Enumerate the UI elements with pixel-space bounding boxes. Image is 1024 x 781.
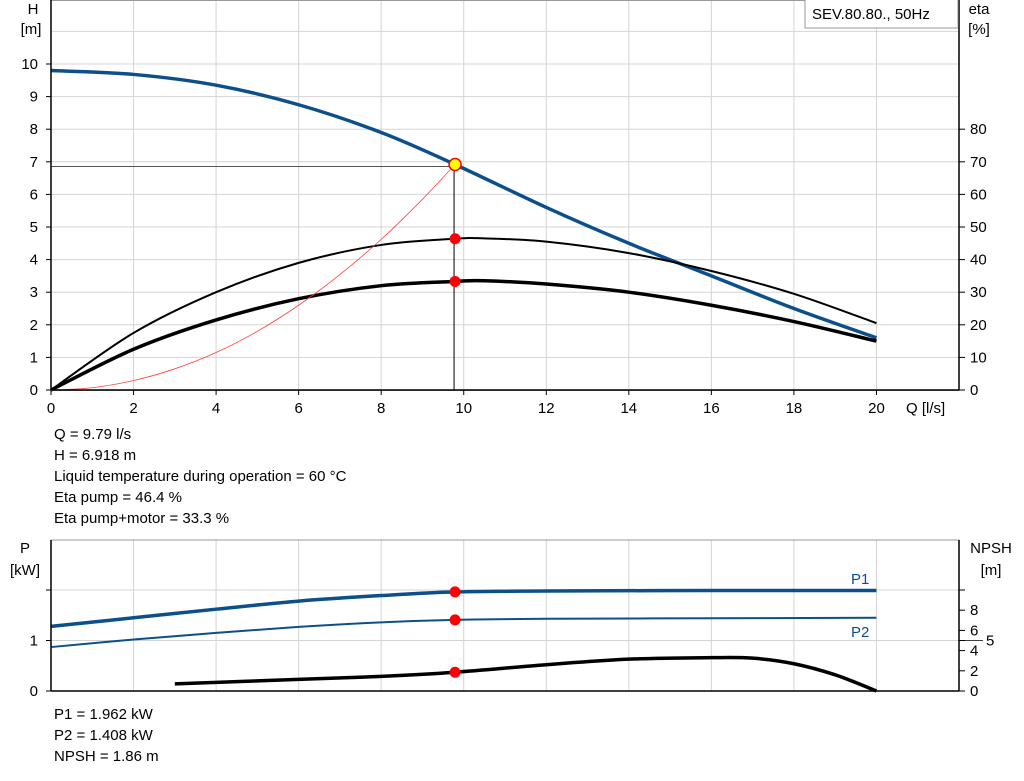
p-axis-unit: [kW] <box>10 562 40 579</box>
info-p1: P1 = 1.962 kW <box>54 706 153 723</box>
h-tick-label: 6 <box>30 186 38 203</box>
x-tick-label: 20 <box>868 400 885 417</box>
h-tick-label: 5 <box>30 219 38 236</box>
h-tick-label: 10 <box>21 56 38 73</box>
eta-tick-label: 50 <box>970 219 987 236</box>
h-tick-label: 1 <box>30 349 38 366</box>
h-tick-label: 3 <box>30 284 38 301</box>
duty-point-marker <box>448 157 462 172</box>
legend-box: SEV.80.80., 50Hz <box>804 0 959 29</box>
info-head: H = 6.918 m <box>54 447 137 464</box>
x-tick-label: 0 <box>47 400 55 417</box>
npsh-tick-label: 2 <box>970 663 978 680</box>
info-liquid-temperature: Liquid temperature during operation = 60… <box>54 468 347 485</box>
p2-series-label: P2 <box>851 624 869 641</box>
info-eta-pump-motor: Eta pump+motor = 33.3 % <box>54 510 230 527</box>
top-frame <box>50 0 960 391</box>
npsh-tick-label: 0 <box>970 683 978 700</box>
eta-pump-marker <box>449 233 461 245</box>
npsh-tick-label: 4 <box>970 643 978 660</box>
h-tick-label: 2 <box>30 317 38 334</box>
info-top: Q = 9.79 l/s H = 6.918 m Liquid temperat… <box>54 424 346 529</box>
x-tick-label: 18 <box>786 400 803 417</box>
axes <box>46 0 983 692</box>
eta-tick-label: 10 <box>970 349 987 366</box>
duty-point-markers <box>448 157 462 678</box>
info-npsh: NPSH = 1.86 m <box>54 748 159 765</box>
x-tick-label: 6 <box>294 400 302 417</box>
x-tick-label: 4 <box>212 400 220 417</box>
eta-pump-motor-curve <box>50 278 877 392</box>
eta-tick-label: 0 <box>970 382 978 399</box>
p-tick-label: 1 <box>30 633 38 650</box>
eta-tick-label: 80 <box>970 121 987 138</box>
eta-tick-label: 20 <box>970 317 987 334</box>
system-curve-curve <box>50 164 456 391</box>
h-tick-label: 7 <box>30 154 38 171</box>
x-tick-label: 8 <box>377 400 385 417</box>
eta-tick-label: 30 <box>970 284 987 301</box>
h-tick-label: 9 <box>30 89 38 106</box>
npsh-tick-label: 8 <box>970 602 978 619</box>
info-flow: Q = 9.79 l/s <box>54 426 132 443</box>
eta-tick-label: 70 <box>970 154 987 171</box>
npsh-curve <box>174 655 878 693</box>
h-tick-label: 4 <box>30 252 38 269</box>
eta-tick-label: 40 <box>970 252 987 269</box>
p1-curve <box>50 588 877 629</box>
p-tick-label: 0 <box>30 683 38 700</box>
eta-axis-unit: [%] <box>968 21 990 38</box>
x-tick-label: 14 <box>620 400 637 417</box>
info-bottom: P1 = 1.962 kW P2 = 1.408 kW NPSH = 1.86 … <box>54 704 159 767</box>
info-p2: P2 = 1.408 kW <box>54 727 153 744</box>
eta-tick-label: 60 <box>970 186 987 203</box>
p2-marker <box>449 614 461 626</box>
p2-curve <box>50 616 877 649</box>
h-axis-label: H <box>28 1 39 18</box>
npsh-marker <box>449 666 461 678</box>
info-eta-pump: Eta pump = 46.4 % <box>54 489 182 506</box>
eta-pump-curve <box>50 236 877 391</box>
q-axis-label: Q [l/s] <box>906 400 945 417</box>
h-axis-unit: [m] <box>21 21 42 38</box>
h-tick-label: 0 <box>30 382 38 399</box>
p1-series-label: P1 <box>851 571 869 588</box>
eta-axis-label: eta <box>969 1 991 18</box>
x-tick-label: 10 <box>455 400 472 417</box>
eta-pump-motor-marker <box>449 275 461 287</box>
p-axis-label: P <box>20 540 30 557</box>
x-tick-label: 2 <box>129 400 137 417</box>
npsh-tick-label: 5 <box>986 633 994 650</box>
npsh-tick-label: 6 <box>970 622 978 639</box>
top-grid <box>51 0 959 390</box>
npsh-axis-unit: [m] <box>981 562 1002 579</box>
x-tick-label: 12 <box>538 400 555 417</box>
x-tick-label: 16 <box>703 400 720 417</box>
h-tick-label: 8 <box>30 121 38 138</box>
p1-marker <box>449 586 461 598</box>
legend-text: SEV.80.80., 50Hz <box>812 6 930 23</box>
tick-labels: 0 2 4 6 8 10 12 14 16 18 2001234567891001020304050… <box>21 56 994 700</box>
npsh-axis-label: NPSH <box>970 540 1012 557</box>
